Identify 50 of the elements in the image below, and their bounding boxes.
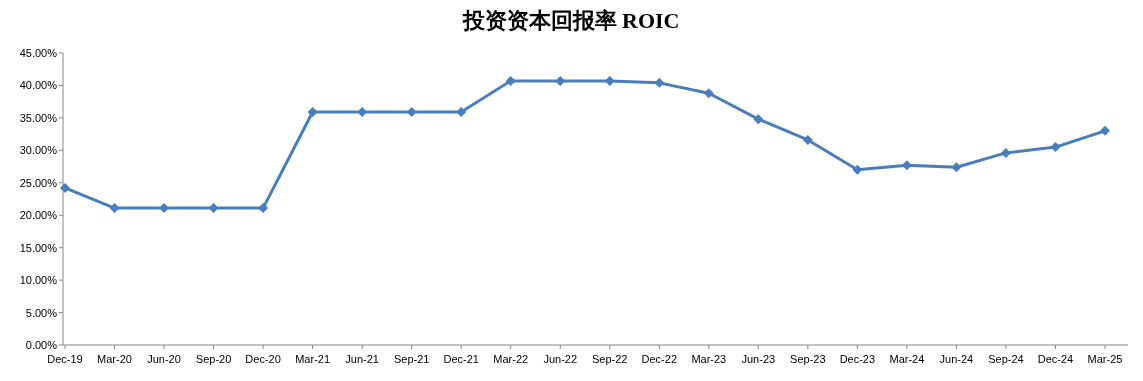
point (901, 160, 912, 171)
point (456, 107, 467, 118)
x-tick-label: Jun-22 (543, 353, 578, 365)
y-tick-label: 40.00% (19, 79, 58, 92)
x-tick-label: Sep-22 (592, 353, 628, 365)
x-tick-label: Dec-22 (641, 353, 678, 365)
x-tick-label: Dec-19 (47, 353, 83, 365)
y-tick-label: 5.00% (25, 306, 58, 319)
x-tick-label: Jun-20 (147, 353, 181, 365)
x-tick-label: Dec-20 (245, 353, 281, 365)
x-tick-label: Sep-20 (195, 353, 232, 365)
point (60, 182, 70, 193)
y-tick-label: 20.00% (19, 209, 58, 222)
x-tick-label: Mar-20 (97, 353, 132, 365)
y-tick-label: 30.00% (19, 144, 58, 157)
y-tick-label: 25.00% (19, 176, 58, 189)
x-tick-label: Sep-21 (393, 353, 430, 365)
y-tick-label: 10.00% (19, 274, 58, 287)
point (1100, 125, 1110, 136)
x-tick-label: Sep-24 (988, 353, 1024, 365)
x-tick-label: Mar-22 (493, 353, 529, 365)
y-tick-label: 35.00% (19, 111, 58, 124)
x-tick-label: Dec-24 (1037, 353, 1074, 365)
point (703, 88, 714, 99)
x-tick-label: Jun-24 (939, 353, 974, 365)
point (753, 114, 764, 125)
point (1000, 147, 1011, 158)
point (258, 203, 269, 214)
x-tick-label: Mar-23 (691, 353, 727, 365)
point (1050, 142, 1061, 153)
x-tick-label: Mar-25 (1087, 353, 1123, 365)
x-tick-label: Dec-21 (443, 353, 479, 365)
point (852, 164, 863, 175)
x-tick-label: Dec-23 (839, 353, 876, 365)
x-tick-label: Jun-21 (345, 353, 379, 365)
point (505, 75, 516, 86)
point (951, 162, 962, 173)
x-tick-label: Sep-23 (790, 353, 826, 365)
y-tick-label: 0.00% (25, 339, 58, 351)
point (208, 203, 219, 214)
point (802, 134, 813, 145)
x-tick-label: Mar-21 (295, 353, 331, 365)
x-tick-label: Jun-23 (741, 353, 776, 365)
point (654, 77, 665, 88)
y-tick-label: 45.00% (19, 47, 58, 59)
x-tick-label: Mar-24 (889, 353, 925, 365)
chart-title: 投资资本回报率 ROIC (461, 8, 680, 33)
point (307, 107, 318, 118)
y-tick-label: 15.00% (19, 241, 58, 254)
point (109, 203, 120, 214)
